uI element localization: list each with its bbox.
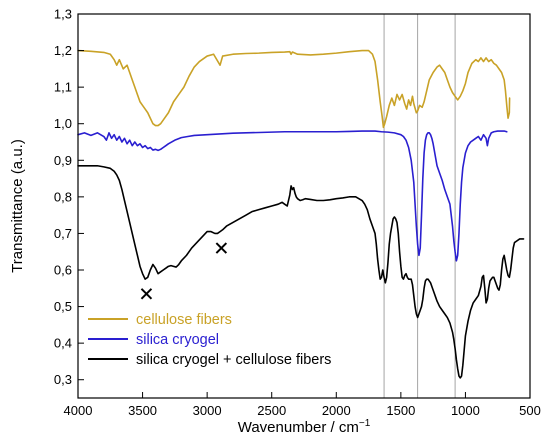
legend-label-1: cellulose fibers (136, 312, 232, 328)
x-tick-label: 3500 (128, 403, 157, 418)
y-tick-label: 0,4 (54, 336, 72, 351)
cross-marker-1 (140, 288, 153, 300)
y-axis-title: Transmittance (a.u.) (9, 139, 26, 273)
annotation-markers (140, 242, 228, 300)
cross-marker-2 (215, 242, 228, 254)
y-axis: 0,3 0,4 0,5 0,6 0,7 0,8 0,9 1,0 1,1 1,2 1,3 (54, 7, 84, 387)
x-axis-title-superscript: −1 (359, 418, 371, 429)
x-tick-label: 500 (519, 403, 541, 418)
legend-label-3: silica cryogel + cellulose fibers (136, 352, 331, 368)
series-line-1 (77, 49, 511, 129)
series-layer (77, 49, 525, 379)
x-axis-title-main: Wavenumber / cm (238, 419, 359, 436)
legend-label-2: silica cryogel (136, 332, 219, 348)
legend: cellulose fibers silica cryogel silica cry… (88, 312, 331, 368)
y-tick-label: 1,1 (54, 80, 72, 95)
y-tick-label: 1,2 (54, 43, 72, 58)
x-axis: 4000 3500 3000 2500 2000 1500 1000 500 (64, 392, 541, 418)
x-tick-label: 3000 (193, 403, 222, 418)
x-tick-label: 1500 (386, 403, 415, 418)
y-tick-label: 0,3 (54, 372, 72, 387)
plot-frame (77, 13, 531, 399)
y-tick-label: 1,3 (54, 7, 72, 22)
series-line-2 (77, 130, 508, 262)
x-tick-label: 2000 (322, 403, 351, 418)
y-tick-label: 0,9 (54, 153, 72, 168)
y-tick-label: 1,0 (54, 116, 72, 131)
series-line-3 (77, 164, 525, 379)
y-tick-label: 0,7 (54, 226, 72, 241)
x-tick-label: 2500 (257, 403, 286, 418)
x-axis-title: Wavenumber / cm−1 (238, 418, 371, 436)
x-tick-label: 1000 (451, 403, 480, 418)
y-tick-label: 0,8 (54, 189, 72, 204)
reference-lines (383, 14, 456, 398)
x-tick-label: 4000 (64, 403, 93, 418)
y-tick-label: 0,6 (54, 263, 72, 278)
y-tick-label: 0,5 (54, 299, 72, 314)
